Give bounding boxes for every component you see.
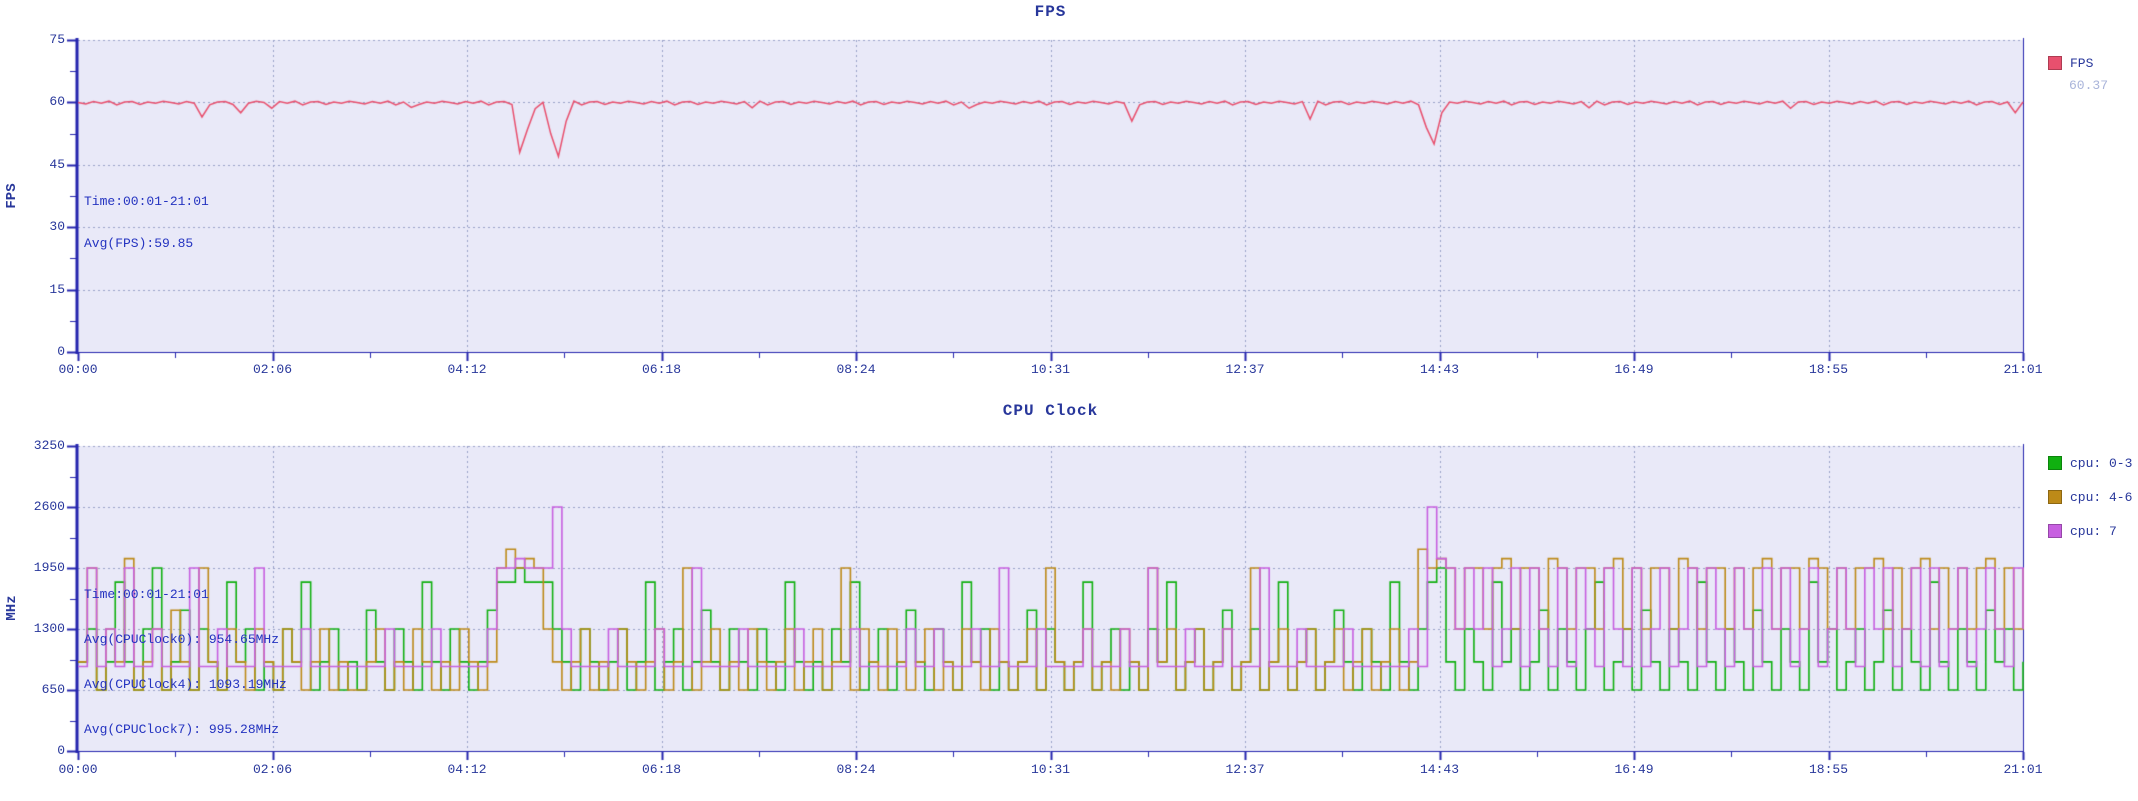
fps-annotation-avg: Avg(FPS):59.85 bbox=[84, 236, 194, 251]
x-tick-label: 12:37 bbox=[1225, 362, 1265, 377]
x-tick-label: 16:49 bbox=[1614, 762, 1654, 777]
cpu-7-legend-label: cpu: 7 bbox=[2070, 523, 2117, 539]
x-tick-label: 18:55 bbox=[1808, 762, 1848, 777]
x-tick-label: 14:43 bbox=[1419, 762, 1459, 777]
cpu-annotation-avg-clock0: Avg(CPUClock0): 954.65MHz bbox=[84, 632, 280, 647]
y-tick-label: 0 bbox=[57, 743, 65, 758]
x-tick-label: 18:55 bbox=[1808, 362, 1848, 377]
x-tick-label: 08:24 bbox=[836, 762, 876, 777]
cpu-0-3-legend-swatch-icon bbox=[2048, 456, 2062, 470]
x-tick-label: 04:12 bbox=[447, 762, 487, 777]
fps-chart-canvas bbox=[0, 0, 2138, 394]
y-tick-label: 15 bbox=[49, 281, 65, 297]
y-tick-label: 60 bbox=[49, 94, 65, 110]
x-tick-label: 08:24 bbox=[836, 362, 876, 377]
cpu-annotation-avg-clock7: Avg(CPUClock7): 995.28MHz bbox=[84, 722, 280, 737]
cpu-clock-legend: cpu: 0-3 cpu: 4-6 cpu: 7 bbox=[2048, 456, 2132, 558]
cpu-clock-annotation: Time:00:01-21:01 Avg(CPUClock0): 954.65M… bbox=[84, 557, 287, 767]
x-tick-label: 21:01 bbox=[2003, 762, 2043, 777]
y-tick-label: 75 bbox=[49, 32, 65, 47]
fps-legend: FPS 60.37 bbox=[2048, 55, 2109, 93]
cpu-4-6-legend-label: cpu: 4-6 bbox=[2070, 489, 2133, 505]
fps-legend-row: FPS bbox=[2048, 55, 2108, 71]
x-tick-label: 00:00 bbox=[58, 762, 98, 777]
cpu-annotation-avg-clock4: Avg(CPUClock4): 1093.19MHz bbox=[84, 677, 287, 692]
x-tick-label: 21:01 bbox=[2003, 362, 2043, 377]
x-tick-label: 06:18 bbox=[641, 362, 681, 377]
fps-annotation-time: Time:00:01-21:01 bbox=[84, 194, 209, 209]
cpu-4-6-legend-swatch-icon bbox=[2048, 490, 2062, 504]
y-tick-label: 2600 bbox=[33, 499, 65, 514]
y-tick-label: 3250 bbox=[33, 438, 65, 453]
x-tick-label: 02:06 bbox=[252, 362, 292, 377]
fps-annotation: Time:00:01-21:01 Avg(FPS):59.85 bbox=[84, 167, 209, 279]
cpu-legend-row-7: cpu: 7 bbox=[2048, 523, 2132, 539]
fps-legend-label: FPS bbox=[2070, 55, 2094, 71]
x-tick-label: 02:06 bbox=[252, 762, 292, 777]
cpu-legend-row-4-6: cpu: 4-6 bbox=[2048, 489, 2133, 505]
y-tick-label: 30 bbox=[49, 219, 65, 235]
cpu-annotation-time: Time:00:01-21:01 bbox=[84, 587, 209, 602]
x-tick-label: 10:31 bbox=[1030, 362, 1070, 377]
fps-chart-panel: FPS FPS Time:00:01-21:01 Avg(FPS):59.85 … bbox=[0, 0, 2138, 394]
x-tick-label: 12:37 bbox=[1225, 762, 1265, 777]
x-tick-label: 00:00 bbox=[58, 362, 98, 377]
y-tick-label: 650 bbox=[41, 682, 65, 697]
fps-legend-swatch-icon bbox=[2048, 56, 2062, 70]
fps-chart-title: FPS bbox=[1034, 3, 1067, 21]
x-tick-label: 16:49 bbox=[1614, 362, 1654, 377]
y-tick-label: 1950 bbox=[33, 560, 65, 575]
fps-legend-current-value: 60.37 bbox=[2069, 78, 2109, 93]
cpu-clock-chart-panel: CPU Clock MHz Time:00:01-21:01 Avg(CPUCl… bbox=[0, 394, 2138, 801]
cpu-clock-chart-title: CPU Clock bbox=[1002, 402, 1099, 420]
x-tick-label: 06:18 bbox=[641, 762, 681, 777]
cpu-7-legend-swatch-icon bbox=[2048, 524, 2062, 538]
y-tick-label: 0 bbox=[57, 344, 65, 359]
cpu-legend-row-0-3: cpu: 0-3 bbox=[2048, 455, 2133, 471]
cpu-clock-chart-canvas bbox=[0, 394, 2138, 801]
x-tick-label: 04:12 bbox=[447, 362, 487, 377]
x-tick-label: 10:31 bbox=[1030, 762, 1070, 777]
x-tick-label: 14:43 bbox=[1419, 362, 1459, 377]
cpu-0-3-legend-label: cpu: 0-3 bbox=[2070, 455, 2133, 471]
y-tick-label: 1300 bbox=[33, 621, 65, 636]
cpu-clock-y-axis-title: MHz bbox=[4, 595, 20, 621]
y-tick-label: 45 bbox=[49, 156, 65, 172]
